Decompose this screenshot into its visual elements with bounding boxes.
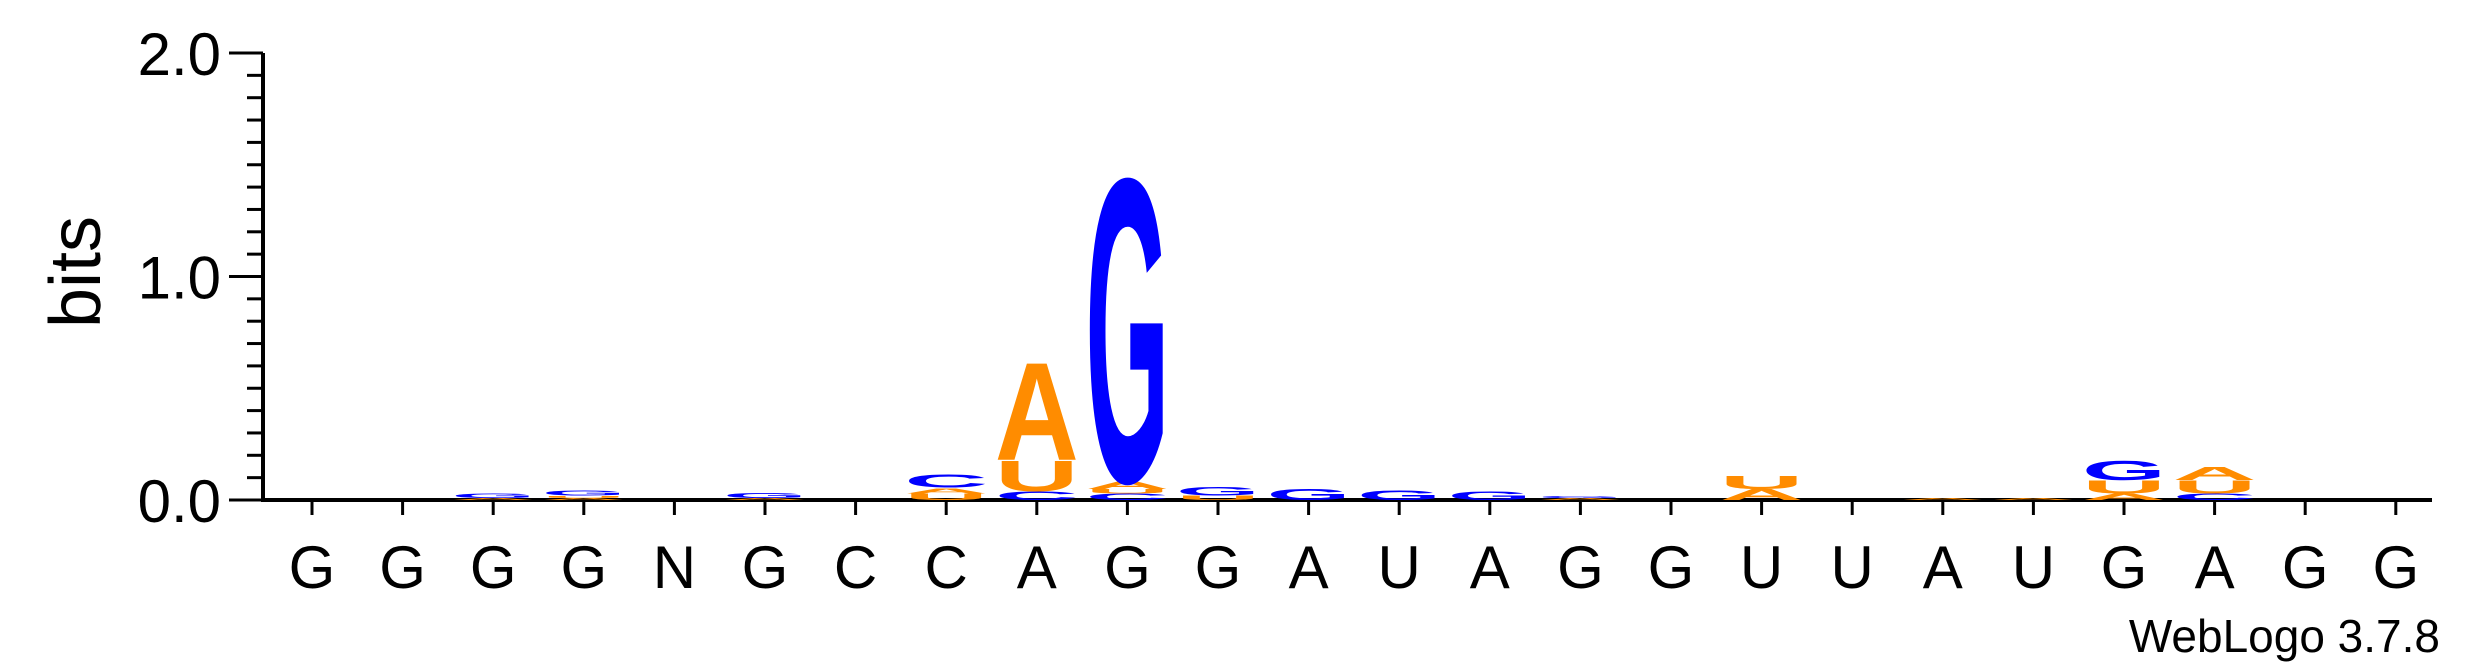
logo-letter-g: G	[2082, 455, 2166, 486]
logo-letter-g: G	[451, 492, 535, 499]
x-tick-label: G	[560, 534, 607, 601]
logo-letter-g: G	[1267, 486, 1351, 503]
x-tick-label: G	[2282, 534, 2329, 601]
logo-letter-g: G	[1085, 88, 1169, 574]
x-tick-label: G	[742, 534, 789, 601]
y-axis: 0.0 1.0 2.0	[138, 21, 263, 535]
x-tick-label: A	[1470, 534, 1510, 601]
x-tick-label: G	[1648, 534, 1695, 601]
logo-letter-g: G	[1176, 484, 1260, 498]
logo-letter-g: G	[1448, 489, 1532, 503]
x-tick-label: G	[470, 534, 517, 601]
x-tick-label: A	[1017, 534, 1057, 601]
y-tick-label: 1.0	[138, 245, 221, 312]
logo-letter-a: A	[995, 335, 1079, 490]
x-tick-label: G	[379, 534, 426, 601]
x-tick-label: U	[2012, 534, 2055, 601]
y-tick-label: 2.0	[138, 21, 221, 88]
x-tick-label: A	[1289, 534, 1329, 601]
x-tick-label: U	[1831, 534, 1874, 601]
x-tick-label: A	[1923, 534, 1963, 601]
x-tick-label: A	[2195, 534, 2235, 601]
x-tick-label: G	[289, 534, 336, 601]
logo-letter-a: A	[2173, 463, 2257, 484]
logo-letter-c: C	[904, 471, 988, 492]
logo-letter-a: A	[1901, 497, 1985, 500]
y-axis-label: bits	[36, 216, 116, 328]
logo-letter-g: G	[1357, 487, 1441, 503]
x-tick-label: C	[834, 534, 877, 601]
x-tick-label: U	[1740, 534, 1783, 601]
x-tick-label: G	[2372, 534, 2419, 601]
logo-letter-a: A	[1991, 497, 2075, 500]
x-tick-label: N	[653, 534, 696, 601]
logo-letter-g: G	[1538, 495, 1622, 498]
y-tick-label: 0.0	[138, 468, 221, 535]
x-tick-label: U	[1378, 534, 1421, 601]
logo-letter-g: G	[542, 489, 626, 498]
logo-letter-u: U	[1720, 472, 1804, 493]
x-tick-label: G	[1557, 534, 1604, 601]
logo-letter-g: G	[723, 491, 807, 500]
x-tick-label: C	[925, 534, 968, 601]
x-tick-label: G	[1195, 534, 1242, 601]
weblogo-version-label: WebLogo 3.7.8	[2129, 610, 2440, 662]
x-tick-label: G	[2101, 534, 2148, 601]
